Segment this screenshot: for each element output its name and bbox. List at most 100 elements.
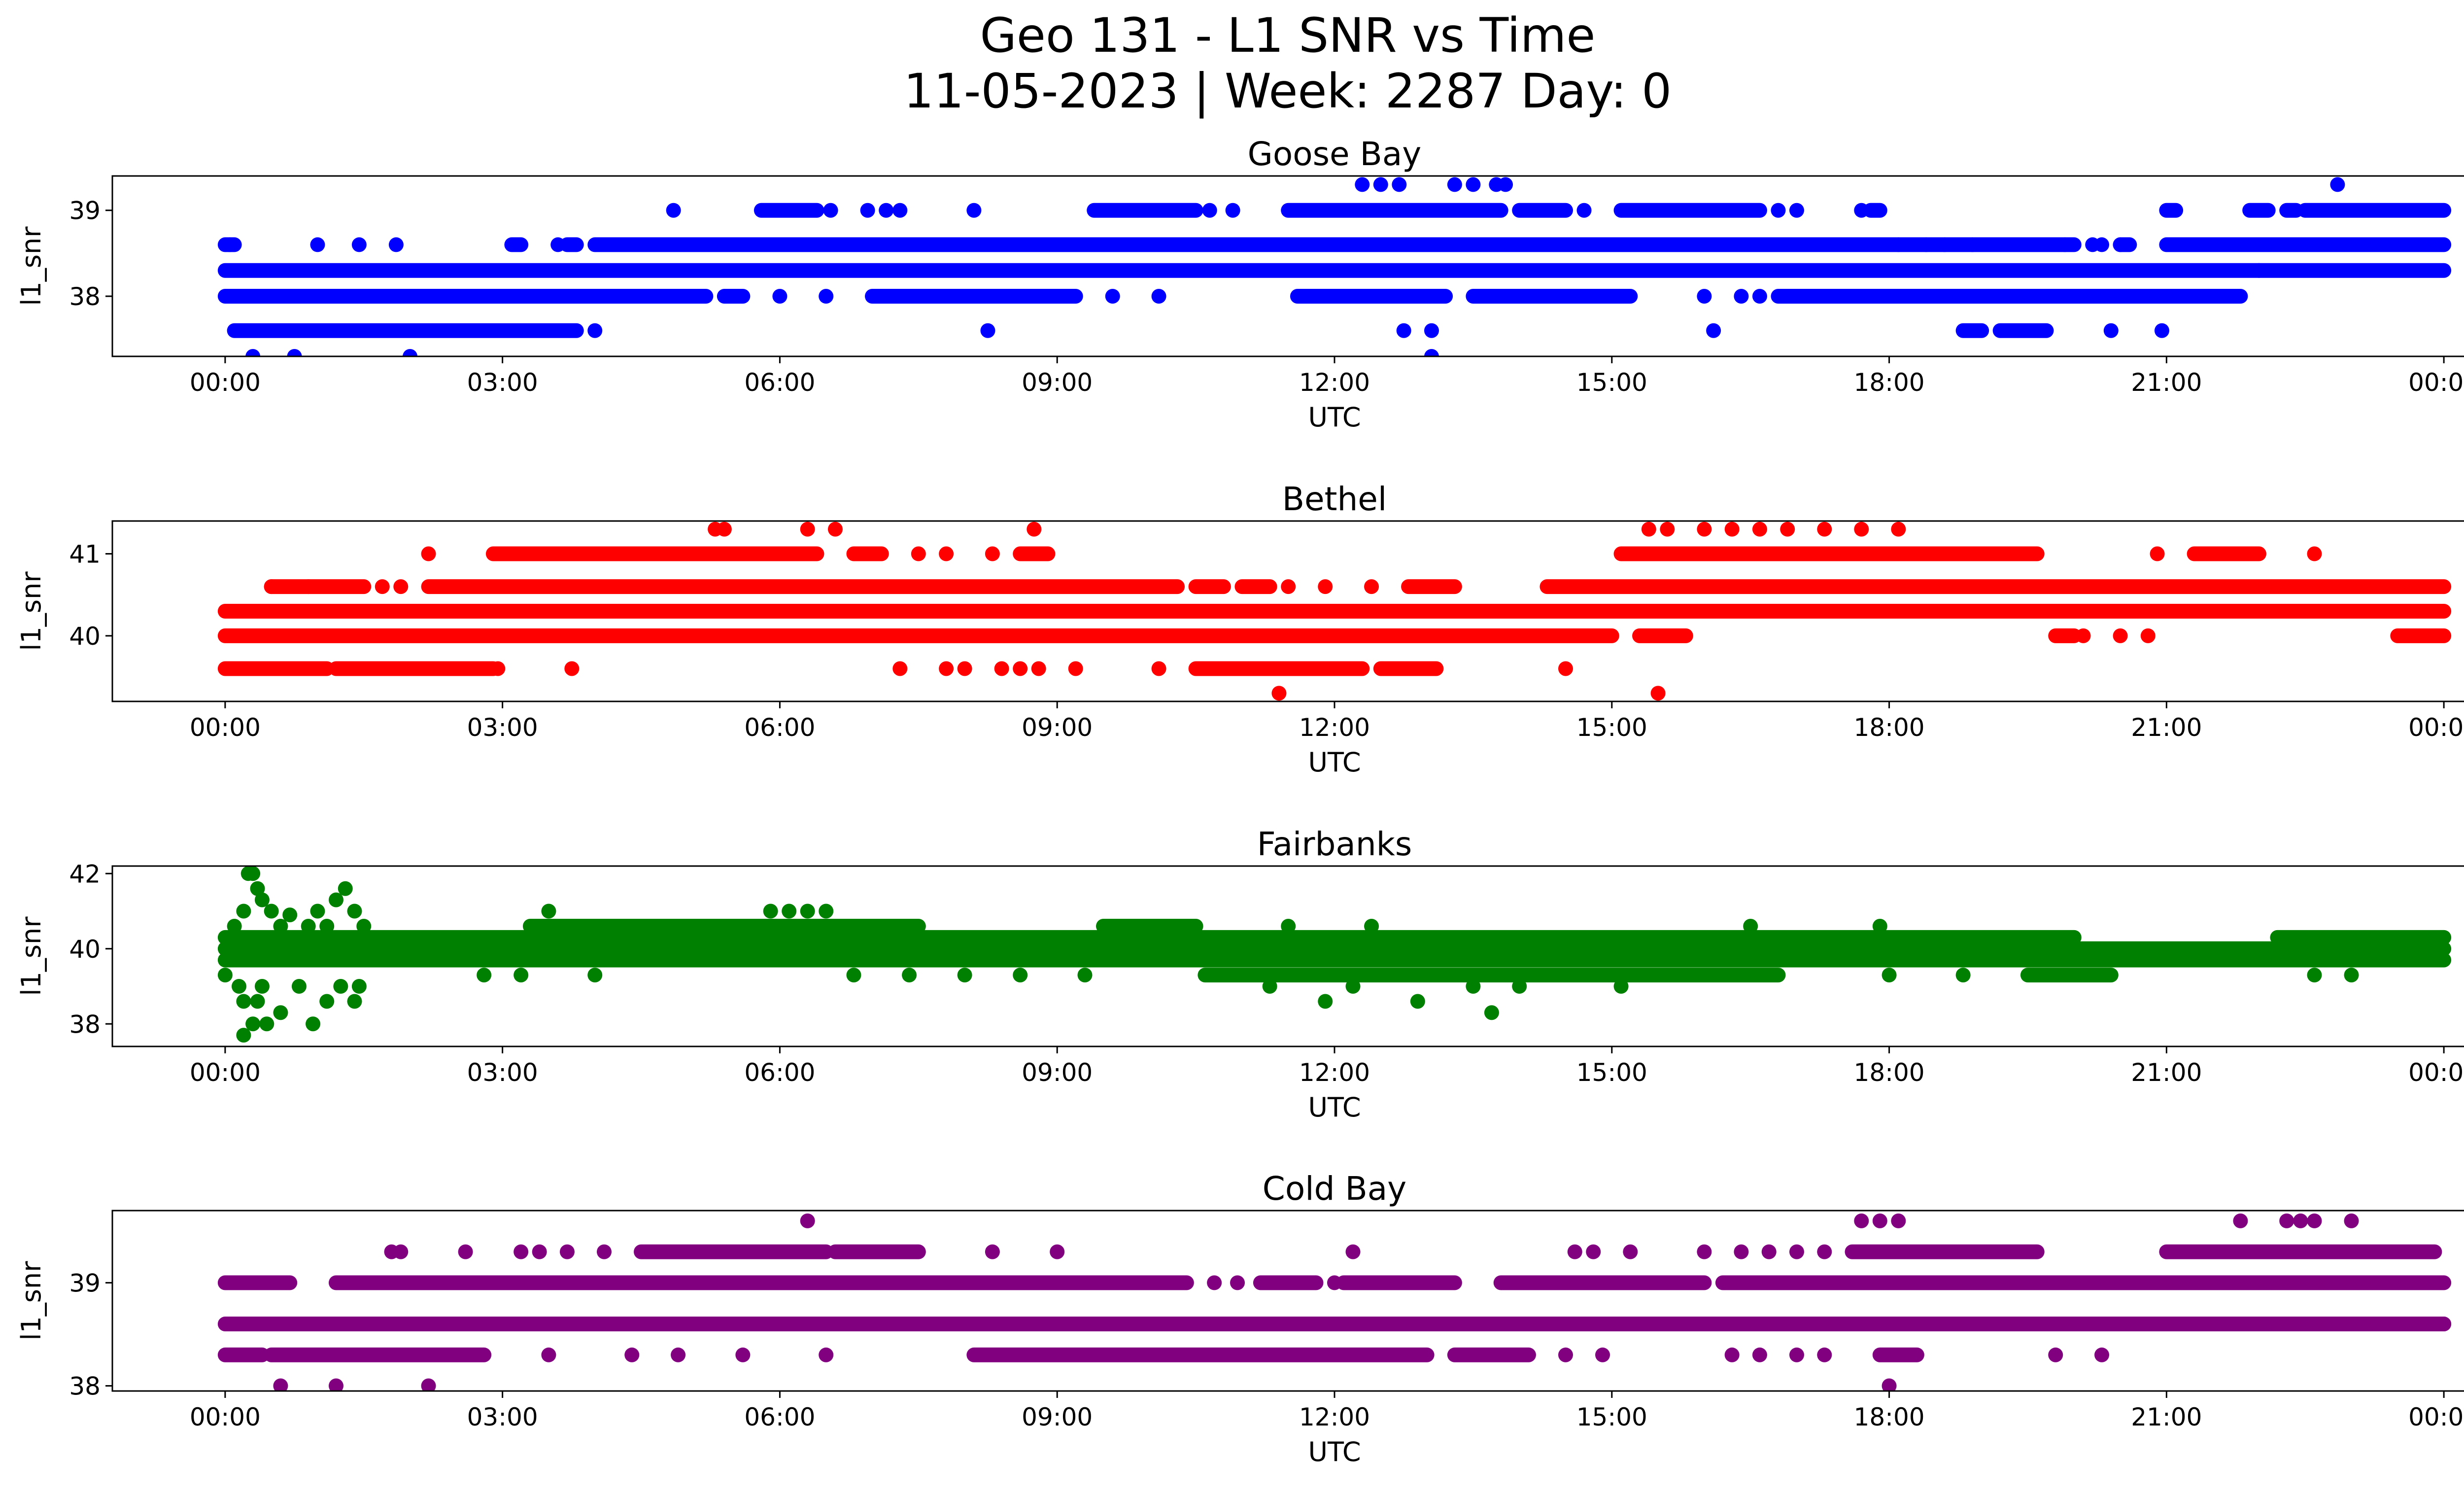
data-point [1872,919,1887,934]
data-point [1512,979,1527,994]
x-tick-label: 03:00 [467,1058,538,1087]
data-point [273,1005,288,1020]
data-markers [217,866,2452,1043]
data-point [1484,1005,1499,1020]
data-point [624,1347,640,1362]
data-point [1355,177,1370,192]
data-point [957,661,972,676]
data-point [232,979,247,994]
data-point [1105,289,1120,304]
figure-subtitle: 11-05-2023 | Week: 2287 Day: 0 [904,64,1672,119]
data-point [1937,604,1952,619]
data-point [892,203,908,218]
x-tick-label: 15:00 [1576,1403,1647,1431]
y-tick-label: 42 [69,860,101,888]
data-point [1734,1244,1749,1259]
x-tick-label: 18:00 [1854,1058,1925,1087]
data-point [985,1244,1000,1259]
x-tick-label: 06:00 [744,713,815,742]
data-point [782,904,797,919]
data-point [1697,1244,1712,1259]
data-point [1706,323,1721,338]
data-point [1724,522,1740,537]
data-markers [217,522,2452,701]
x-tick-label: 00:00 [190,713,261,742]
x-tick-label: 00:00 [2408,713,2464,742]
data-point [403,349,418,356]
data-point [1207,1275,1222,1290]
data-point [1345,1244,1361,1259]
x-tick-label: 00:00 [2408,368,2464,397]
data-point [2214,1317,2229,1332]
data-point [819,289,834,304]
x-tick-label: 00:00 [2408,1403,2464,1431]
y-tick-label: 40 [69,935,101,964]
data-point [328,892,343,907]
x-tick-label: 09:00 [1022,713,1093,742]
data-point [1327,1275,1342,1290]
data-point [902,968,917,983]
y-axis-label: l1_snr [16,571,47,651]
data-point [1817,522,1832,537]
data-point [338,881,353,896]
data-point [333,979,348,994]
data-point [2113,237,2128,252]
data-point [1724,1347,1740,1362]
data-point [1077,968,1093,983]
x-tick-label: 03:00 [467,368,538,397]
data-point [1410,994,1425,1009]
data-point [1586,1244,1601,1259]
subplot-title: Bethel [1282,480,1387,518]
y-tick-label: 41 [69,540,101,569]
subplot-bethel: Bethel 00:00 03:00 06:00 09:00 12:00 15:00 18:0… [16,480,2464,778]
data-point [1743,919,1758,934]
x-tick-label: 15:00 [1576,1058,1647,1087]
data-point [301,579,316,594]
data-point [393,579,409,594]
data-point [1891,522,1906,537]
data-point [1882,1378,1897,1391]
data-point [1595,1347,1610,1362]
data-point [1752,522,1767,537]
data-point [2344,968,2359,983]
data-point [1281,919,1296,934]
data-point [319,994,335,1009]
data-point [1623,1244,1638,1259]
data-point [1392,177,1407,192]
data-point [1576,203,1592,218]
data-point [513,1244,529,1259]
data-point [1170,919,1185,934]
data-point [2279,1213,2294,1228]
data-point [1230,1275,1245,1290]
data-point [282,907,298,923]
x-tick-label: 21:00 [2131,713,2202,742]
data-point [2307,546,2322,561]
x-axis-label: UTC [1308,747,1361,778]
data-point [666,203,681,218]
data-point [597,1244,612,1259]
x-tick-label: 03:00 [467,713,538,742]
x-tick-label: 06:00 [744,1058,815,1087]
data-point [1364,579,1379,594]
data-point [1900,604,1916,619]
data-point [879,203,894,218]
x-axis-label: UTC [1308,1092,1361,1123]
data-markers [217,177,2452,356]
data-point [957,968,972,983]
data-point [819,1347,834,1362]
data-point [375,579,390,594]
data-point [490,661,506,676]
x-tick-label: 18:00 [1854,713,1925,742]
subplot-title: Goose Bay [1248,135,1422,173]
data-point [939,546,954,561]
subplot-title: Cold Bay [1263,1170,1406,1208]
subplot-fairbanks: Fairbanks 00:00 03:00 06:00 09:00 12:00 15:00 1… [16,825,2464,1123]
data-point [245,349,261,356]
data-point [477,968,492,983]
data-point [587,323,603,338]
data-point [236,994,251,1009]
data-point [1202,203,1217,218]
data-point [291,979,307,994]
data-point [1613,979,1629,994]
